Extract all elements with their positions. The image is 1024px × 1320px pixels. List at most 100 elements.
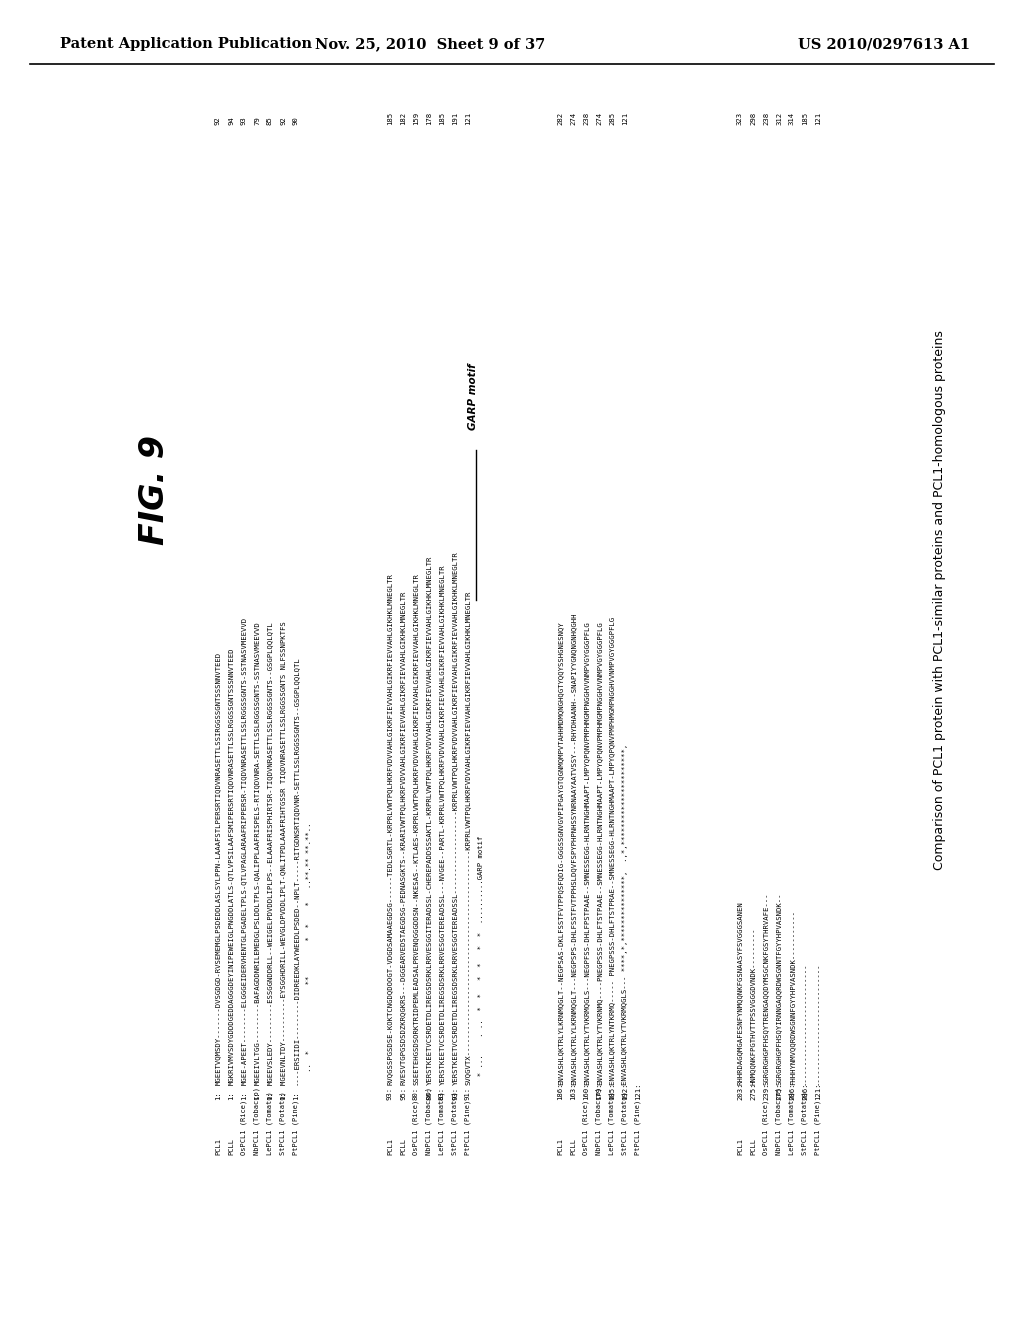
- Text: PtPCL1 (Pine): PtPCL1 (Pine): [815, 1100, 821, 1155]
- Text: PtPCL1 (Pine): PtPCL1 (Pine): [465, 1100, 471, 1155]
- Text: ENVASHLQKTRLYTVKRMQGLS---NEGPFSS-DHLFPSTPAAE--SMNESSEGG-HLRNTNGHMAAPT-LMPYQPQNVP: ENVASHLQKTRLYTVKRMQGLS---NEGPFSS-DHLFPST…: [583, 622, 589, 1085]
- Text: 274: 274: [570, 112, 575, 125]
- Text: 1:: 1:: [241, 1092, 247, 1100]
- Text: 178: 178: [426, 112, 432, 125]
- Text: SVQGVTX-----------------------------------------------KRPRLVWTPQLHKRFVDVVAHLGIKR: SVQGVTX---------------------------------…: [465, 590, 471, 1085]
- Text: 185: 185: [802, 112, 808, 125]
- Text: HNMQQNKFPGTHVTTPSSVGGGDVNDK---------: HNMQQNKFPGTHVTTPSSVGGGDVNDK---------: [750, 928, 756, 1085]
- Text: 185:: 185:: [609, 1082, 615, 1100]
- Text: MGEEVSLEDY---------ESSGGNDDRLL--WEIGELPDVDDLIPLPS--ELAAAFRISPHIRTSR-TIQDVNRASETT: MGEEVSLEDY---------ESSGGNDDRLL--WEIGELPD…: [267, 622, 273, 1085]
- Text: 185: 185: [387, 112, 393, 125]
- Text: 285: 285: [609, 112, 615, 125]
- Text: 1:: 1:: [293, 1092, 299, 1100]
- Text: RVESVTGPGSDSDZKRQGKRS---DGGEARVEDSTAEGDSG-PEDNASGKTS--KRARIVWTPQLHKRFVDVVAHLGIKR: RVESVTGPGSDSDZKRQGKRS---DGGEARVEDSTAEGDS…: [400, 590, 406, 1085]
- Text: PCLL: PCLL: [750, 1138, 756, 1155]
- Text: 182: 182: [400, 112, 406, 125]
- Text: 93:: 93:: [387, 1086, 393, 1100]
- Text: OsPCL1 (Rice): OsPCL1 (Rice): [763, 1100, 769, 1155]
- Text: Patent Application Publication: Patent Application Publication: [60, 37, 312, 51]
- Text: ----ERSIIDI---------DIDREEDKLAYWEEDLPSDED--NPLT-----RITGDNSRTIQDVNR-SETTLSSLRGGS: ----ERSIIDI---------DIDREEDKLAYWEEDLPSDE…: [293, 656, 299, 1085]
- Text: 94: 94: [228, 116, 234, 125]
- Text: NbPCL1 (Tobacco): NbPCL1 (Tobacco): [596, 1086, 602, 1155]
- Text: 91:: 91:: [465, 1086, 471, 1100]
- Text: RHHRDAGQMGAFESNFYNMQQNKFGSNAASYFSVGGGSANEN: RHHRDAGQMGAFESNFYNMQQNKFGSNAASYFSVGGGSAN…: [737, 902, 743, 1085]
- Text: ENVASHLQKTRLYLKRNMQGLT--NEGPSAS-DKLFSSTFVTPPQSFQDIG-GGGSSGNVGVPIPGAYGTQGNMQMPVTA: ENVASHLQKTRLYLKRNMQGLT--NEGPSAS-DKLFSSTF…: [557, 622, 563, 1085]
- Text: FHHHYNMVQQRDWSGNNFGYYHPVASNDK-----------: FHHHYNMVQQRDWSGNNFGYYHPVASNDK-----------: [790, 909, 795, 1085]
- Text: 93:: 93:: [452, 1086, 458, 1100]
- Text: 95:: 95:: [400, 1086, 406, 1100]
- Text: 1:: 1:: [254, 1092, 260, 1100]
- Text: 239:: 239:: [763, 1082, 769, 1100]
- Text: PCL1: PCL1: [557, 1138, 563, 1155]
- Text: OsPCL1 (Rice): OsPCL1 (Rice): [413, 1100, 419, 1155]
- Text: 298: 298: [750, 112, 756, 125]
- Text: 282: 282: [557, 112, 563, 125]
- Text: 79: 79: [254, 116, 260, 125]
- Text: 1:: 1:: [215, 1092, 221, 1100]
- Text: 203:: 203:: [737, 1082, 743, 1100]
- Text: StPCL1 (Potato): StPCL1 (Potato): [622, 1092, 629, 1155]
- Text: PCL1: PCL1: [387, 1138, 393, 1155]
- Text: NbPCL1 (Tobacco): NbPCL1 (Tobacco): [254, 1086, 260, 1155]
- Text: US 2010/0297613 A1: US 2010/0297613 A1: [798, 37, 970, 51]
- Text: 275:: 275:: [750, 1082, 756, 1100]
- Text: 85: 85: [267, 116, 273, 125]
- Text: 90: 90: [293, 116, 299, 125]
- Text: 121:: 121:: [815, 1082, 821, 1100]
- Text: OsPCL1 (Rice): OsPCL1 (Rice): [583, 1100, 589, 1155]
- Text: Comparison of PCL1 protein with PCL1-similar proteins and PCL1-homologous protei: Comparison of PCL1 protein with PCL1-sim…: [934, 330, 946, 870]
- Text: LePCL1 (Tomato): LePCL1 (Tomato): [266, 1092, 273, 1155]
- Text: ENVASHLQKTRLYLKRNMQGLT---NEGPSPS-DHLFSSTFVTPPHSLDQVFSPYPHPNHSSYNRNAAYAATVSSY---R: ENVASHLQKTRLYLKRNMQGLT---NEGPSPS-DHLFSST…: [570, 612, 575, 1085]
- Text: ENVASHLQKTRLYTVKRMQGLS--- ****,*,***************,  .,*,**********************,: ENVASHLQKTRLYTVKRMQGLS--- ****,*,*******…: [622, 735, 628, 1085]
- Text: 1:: 1:: [228, 1092, 234, 1100]
- Text: NbPCL1 (Tobacco): NbPCL1 (Tobacco): [776, 1086, 782, 1155]
- Text: MGEEVNLTDY----------EYSGGHDRILL-WEVGLDPVDDLIPLT-QNLITPDLAAAFRIHTGSSR TIQDVNRASET: MGEEVNLTDY----------EYSGGHDRILL-WEVGLDPV…: [280, 622, 286, 1085]
- Text: SGRGRGHGPFHSQYIRNNGAQQRDWSGNNTFGYYHPVASNDK--: SGRGRGHGPFHSQYIRNNGAQQRDWSGNNTFGYYHPVASN…: [776, 892, 782, 1085]
- Text: MGKRIVMVSDYGDDDGEDDAGGGDEYINIPEWEIGLPNGDDLATLS-QTLVPSILAAFSMIPERSRTIQDVNRASETTLS: MGKRIVMVSDYGDDDGEDDAGGGDEYINIPEWEIGLPNGD…: [228, 648, 234, 1085]
- Text: PtPCL1 (Pine): PtPCL1 (Pine): [635, 1100, 641, 1155]
- Text: 1:: 1:: [280, 1092, 286, 1100]
- Text: MGEETVQMSDY-------DVSGDGD-RVSEMEMGLPSDEDDLASLSYLPPN-LAAAFSTLPERSRTIQDVNRASETTLSS: MGEETVQMSDY-------DVSGDGD-RVSEMEMGLPSDED…: [215, 652, 221, 1085]
- Text: ENVASHLQKTRLYTVKRNMQ----PNEGPSSS-DHLFTSTPAAE--SMNESSEGG-HLRNTNGHMAAPT-LMPYQPQNVP: ENVASHLQKTRLYTVKRNMQ----PNEGPSSS-DHLFTST…: [596, 622, 602, 1085]
- Text: 80:: 80:: [413, 1086, 419, 1100]
- Text: PCL1: PCL1: [737, 1138, 743, 1155]
- Text: 160:: 160:: [583, 1082, 589, 1100]
- Text: ..  *               **        *  *    *   ..**.** **.**..: .. * ** * * * ..**.** **.**..: [306, 822, 312, 1085]
- Text: 163:: 163:: [570, 1082, 575, 1100]
- Text: 238: 238: [583, 112, 589, 125]
- Text: 186:: 186:: [557, 1082, 563, 1100]
- Text: PCLL: PCLL: [400, 1138, 406, 1155]
- Text: 312: 312: [776, 112, 782, 125]
- Text: RVQGSSPGSDSE-KOKTCNGDQDOOGT-VDGDSAMAAEGDSG------TEDLSGRTL-KRPRLVWTPQLHKRFVDVVAHL: RVQGSSPGSDSE-KOKTCNGDQDOOGT-VDGDSAMAAEGD…: [387, 573, 393, 1085]
- Text: LePCL1 (Tomato): LePCL1 (Tomato): [438, 1092, 445, 1155]
- Text: YERSTKEETVCSRDETDLIREGSDSRKLRRVESGGTEREADSSL---NVGEE--PARTL-KRPRLVWTPQLHKRFVDVVA: YERSTKEETVCSRDETDLIREGSDSRKLRRVESGGTEREA…: [439, 565, 445, 1085]
- Text: 286:: 286:: [790, 1082, 795, 1100]
- Text: PCLL: PCLL: [228, 1138, 234, 1155]
- Text: StPCL1 (Potato): StPCL1 (Potato): [452, 1092, 459, 1155]
- Text: OsPCL1 (Rice): OsPCL1 (Rice): [241, 1100, 247, 1155]
- Text: StPCL1 (Potato): StPCL1 (Potato): [802, 1092, 808, 1155]
- Text: SGRGRGHGPFHSQYTRENGAQQDYMSGCNKFGSYTHRVAFE---: SGRGRGHGPFHSQYTRENGAQQDYMSGCNKFGSYTHRVAF…: [763, 892, 769, 1085]
- Text: ENVASHLQKTRLYNTKRMQ----- PNEGPSSS-DHLFTSTPRAE--SMNESSEGG-HLRNTNGHMAAPT-LMPYQPQNV: ENVASHLQKTRLYNTKRMQ----- PNEGPSSS-DHLFTS…: [609, 616, 615, 1085]
- Text: 121:: 121:: [635, 1082, 641, 1100]
- Text: 92: 92: [280, 116, 286, 125]
- Text: ----------------------------: ----------------------------: [815, 962, 821, 1085]
- Text: StPCL1 (Potato): StPCL1 (Potato): [280, 1092, 287, 1155]
- Text: NbPCL1 (Tobacco): NbPCL1 (Tobacco): [426, 1086, 432, 1155]
- Text: 185: 185: [439, 112, 445, 125]
- Text: 1:: 1:: [267, 1092, 273, 1100]
- Text: 121: 121: [622, 112, 628, 125]
- Text: YERSTKEETVCSRDETDLIREGSDSRKLRRVESGGITERADSSL-CHEREPADDSSSAKTL-KRPRLVWTPQLHKRFVDV: YERSTKEETVCSRDETDLIREGSDSRKLRRVESGGITERA…: [426, 556, 432, 1085]
- Text: 159: 159: [413, 112, 419, 125]
- Text: MGEEIVLTGG---------BAFAGDDNRILEMEDGLPSLDDLTPLS-QALIPPLAAFRISPELS-RTIQDVNRA-SETTL: MGEEIVLTGG---------BAFAGDDNRILEMEDGLPSLD…: [254, 622, 260, 1085]
- Text: MGEE-APEET--------ELGGGEIDERVHENTGLPGADELTPLS-QTLVPAGLARAAFRIPPERSR-TIQDVNRASETT: MGEE-APEET--------ELGGGEIDERVHENTGLPGADE…: [241, 616, 247, 1085]
- Text: 121: 121: [815, 112, 821, 125]
- Text: 274: 274: [596, 112, 602, 125]
- Text: LePCL1 (Tomato): LePCL1 (Tomato): [788, 1092, 796, 1155]
- Text: 192:: 192:: [622, 1082, 628, 1100]
- Text: GARP motif: GARP motif: [468, 363, 478, 430]
- Text: * ...    . ..  *  *   *  *   *  *  ..........GARP motif: * ... . .. * * * * * * ..........GARP mo…: [478, 836, 484, 1085]
- Text: SSEETEHGSDSORKTRIDPEMLEADSALPRVENQGGGDDSN--NKESAS--KTLAES-KRPRLVWTPQLHKRFVDVVAHL: SSEETEHGSDSORKTRIDPEMLEADSALPRVENQGGGDDS…: [413, 573, 419, 1085]
- Text: 92: 92: [215, 116, 221, 125]
- Text: Nov. 25, 2010  Sheet 9 of 37: Nov. 25, 2010 Sheet 9 of 37: [314, 37, 545, 51]
